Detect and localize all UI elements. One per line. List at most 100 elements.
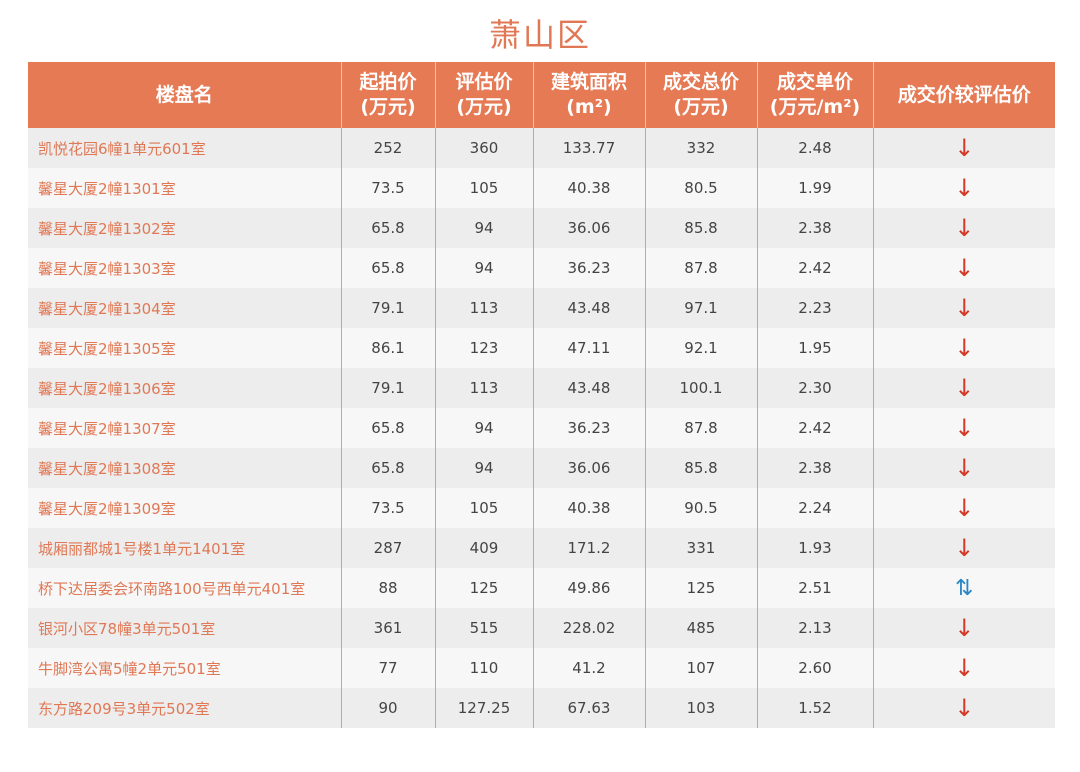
col-unit-price-cell: 1.52 — [757, 688, 874, 728]
col-unit-price-cell: 2.30 — [757, 368, 874, 408]
col-property-name-cell: 凯悦花园6幢1单元601室 — [28, 128, 342, 168]
table-row: 馨星大厦2幢1306室 79.1 113 43.48 100.1 2.30 ↓ — [28, 368, 1055, 408]
down-arrow-icon: ↓ — [873, 328, 1055, 368]
col-floor-area-cell: 228.02 — [533, 608, 646, 648]
down-arrow-icon: ↓ — [873, 688, 1055, 728]
col-starting-price-cell: 361 — [341, 608, 436, 648]
header-row: 楼盘名 起拍价 (万元) 评估价 (万元) 建筑面积 (m²) 成交总价 (万元) 成交单… — [28, 62, 1055, 128]
col-starting-price-cell: 65.8 — [341, 208, 436, 248]
col-unit-price-cell: 2.38 — [757, 448, 874, 488]
down-arrow-icon: ↓ — [873, 208, 1055, 248]
table-row: 馨星大厦2幢1309室 73.5 105 40.38 90.5 2.24 ↓ — [28, 488, 1055, 528]
col-appraised-price-cell: 105 — [435, 168, 534, 208]
col-total-price-cell: 87.8 — [645, 408, 758, 448]
col-unit-price-cell: 2.51 — [757, 568, 874, 608]
col-property-name-header: 楼盘名 — [28, 62, 342, 128]
col-starting-price-cell: 79.1 — [341, 368, 436, 408]
col-total-price-cell: 92.1 — [645, 328, 758, 368]
col-appraised-price-cell: 94 — [435, 248, 534, 288]
col-starting-price-header: 起拍价 (万元) — [341, 62, 436, 128]
col-floor-area-cell: 36.06 — [533, 448, 646, 488]
col-total-price-header: 成交总价 (万元) — [645, 62, 758, 128]
down-arrow-icon: ↓ — [873, 448, 1055, 488]
col-property-name-cell: 馨星大厦2幢1308室 — [28, 448, 342, 488]
table-row: 馨星大厦2幢1301室 73.5 105 40.38 80.5 1.99 ↓ — [28, 168, 1055, 208]
col-starting-price-cell: 90 — [341, 688, 436, 728]
col-total-price-cell: 100.1 — [645, 368, 758, 408]
col-unit-price-cell: 2.42 — [757, 408, 874, 448]
down-arrow-icon: ↓ — [873, 288, 1055, 328]
col-appraised-price-cell: 409 — [435, 528, 534, 568]
col-floor-area-cell: 133.77 — [533, 128, 646, 168]
col-starting-price-cell: 65.8 — [341, 408, 436, 448]
col-floor-area-cell: 67.63 — [533, 688, 646, 728]
down-arrow-icon: ↓ — [873, 368, 1055, 408]
col-total-price-cell: 485 — [645, 608, 758, 648]
col-property-name-cell: 馨星大厦2幢1305室 — [28, 328, 342, 368]
down-arrow-icon: ↓ — [873, 168, 1055, 208]
col-starting-price-cell: 77 — [341, 648, 436, 688]
col-starting-price-cell: 65.8 — [341, 448, 436, 488]
col-total-price-cell: 332 — [645, 128, 758, 168]
col-total-price-cell: 87.8 — [645, 248, 758, 288]
col-appraised-price-cell: 360 — [435, 128, 534, 168]
col-starting-price-cell: 65.8 — [341, 248, 436, 288]
col-starting-price-cell: 79.1 — [341, 288, 436, 328]
up-down-arrow-icon: ⇅ — [873, 568, 1055, 608]
col-property-name-cell: 馨星大厦2幢1306室 — [28, 368, 342, 408]
col-appraised-price-cell: 105 — [435, 488, 534, 528]
col-appraised-price-cell: 125 — [435, 568, 534, 608]
table-row: 东方路209号3单元502室 90 127.25 67.63 103 1.52 ↓ — [28, 688, 1055, 728]
col-total-price-cell: 85.8 — [645, 208, 758, 248]
col-starting-price-cell: 86.1 — [341, 328, 436, 368]
col-starting-price-cell: 88 — [341, 568, 436, 608]
down-arrow-icon: ↓ — [873, 408, 1055, 448]
col-property-name-cell: 桥下达居委会环南路100号西单元401室 — [28, 568, 342, 608]
col-property-name-cell: 城厢丽都城1号楼1单元1401室 — [28, 528, 342, 568]
col-floor-area-cell: 36.23 — [533, 408, 646, 448]
col-appraised-price-cell: 94 — [435, 448, 534, 488]
col-unit-price-cell: 1.95 — [757, 328, 874, 368]
col-floor-area-cell: 171.2 — [533, 528, 646, 568]
col-unit-price-cell: 2.60 — [757, 648, 874, 688]
table-row: 城厢丽都城1号楼1单元1401室 287 409 171.2 331 1.93 ↓ — [28, 528, 1055, 568]
col-unit-price-cell: 2.48 — [757, 128, 874, 168]
table-row: 馨星大厦2幢1305室 86.1 123 47.11 92.1 1.95 ↓ — [28, 328, 1055, 368]
col-starting-price-cell: 73.5 — [341, 488, 436, 528]
col-appraised-price-cell: 113 — [435, 368, 534, 408]
col-appraised-price-cell: 123 — [435, 328, 534, 368]
col-total-price-cell: 90.5 — [645, 488, 758, 528]
col-unit-price-cell: 2.38 — [757, 208, 874, 248]
col-floor-area-cell: 41.2 — [533, 648, 646, 688]
table-row: 馨星大厦2幢1302室 65.8 94 36.06 85.8 2.38 ↓ — [28, 208, 1055, 248]
col-property-name-cell: 银河小区78幢3单元501室 — [28, 608, 342, 648]
col-property-name-cell: 馨星大厦2幢1307室 — [28, 408, 342, 448]
col-appraised-price-cell: 94 — [435, 408, 534, 448]
col-appraised-price-cell: 127.25 — [435, 688, 534, 728]
col-property-name-cell: 东方路209号3单元502室 — [28, 688, 342, 728]
col-appraised-price-cell: 515 — [435, 608, 534, 648]
col-floor-area-cell: 40.38 — [533, 168, 646, 208]
col-unit-price-cell: 2.24 — [757, 488, 874, 528]
col-unit-price-cell: 1.99 — [757, 168, 874, 208]
col-starting-price-cell: 73.5 — [341, 168, 436, 208]
down-arrow-icon: ↓ — [873, 528, 1055, 568]
col-total-price-cell: 85.8 — [645, 448, 758, 488]
col-vs-appraisal-header: 成交价较评估价 — [873, 62, 1055, 128]
col-unit-price-cell: 2.13 — [757, 608, 874, 648]
col-unit-price-cell: 2.42 — [757, 248, 874, 288]
table-row: 银河小区78幢3单元501室 361 515 228.02 485 2.13 ↓ — [28, 608, 1055, 648]
down-arrow-icon: ↓ — [873, 248, 1055, 288]
table-row: 馨星大厦2幢1303室 65.8 94 36.23 87.8 2.42 ↓ — [28, 248, 1055, 288]
table-row: 凯悦花园6幢1单元601室 252 360 133.77 332 2.48 ↓ — [28, 128, 1055, 168]
col-floor-area-header: 建筑面积 (m²) — [533, 62, 646, 128]
col-total-price-cell: 125 — [645, 568, 758, 608]
col-property-name-cell: 馨星大厦2幢1303室 — [28, 248, 342, 288]
col-unit-price-cell: 1.93 — [757, 528, 874, 568]
col-unit-price-cell: 2.23 — [757, 288, 874, 328]
col-floor-area-cell: 36.06 — [533, 208, 646, 248]
col-appraised-price-header: 评估价 (万元) — [435, 62, 534, 128]
col-property-name-cell: 馨星大厦2幢1301室 — [28, 168, 342, 208]
table-row: 馨星大厦2幢1308室 65.8 94 36.06 85.8 2.38 ↓ — [28, 448, 1055, 488]
down-arrow-icon: ↓ — [873, 648, 1055, 688]
